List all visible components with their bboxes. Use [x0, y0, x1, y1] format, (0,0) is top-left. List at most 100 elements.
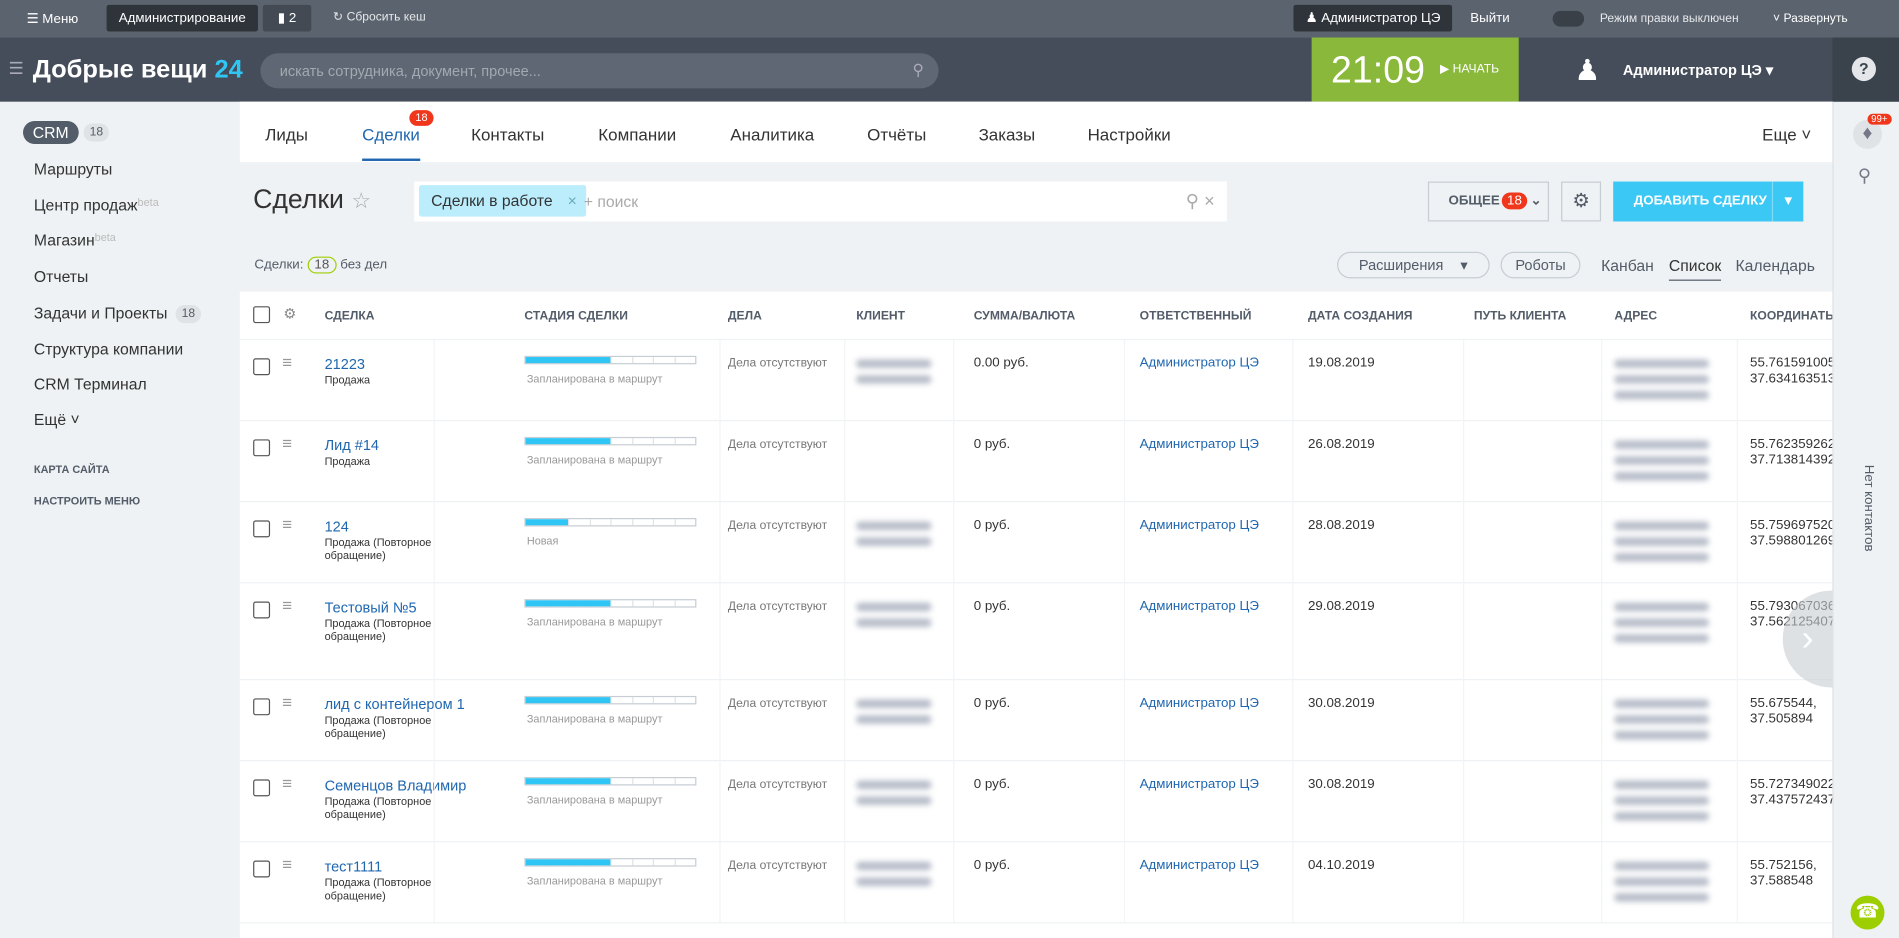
- row-menu[interactable]: ≡: [282, 854, 293, 874]
- column-header[interactable]: ОТВЕТСТВЕННЫЙ: [1139, 309, 1252, 324]
- user-button[interactable]: ♟ Администратор ЦЭ: [1293, 4, 1453, 32]
- notifications[interactable]: ▮ 2: [262, 4, 312, 32]
- responsible[interactable]: Администратор ЦЭ: [1139, 518, 1259, 533]
- help[interactable]: ?: [1851, 56, 1876, 82]
- view-tab[interactable]: Список: [1668, 257, 1722, 281]
- row-menu[interactable]: ≡: [282, 692, 293, 712]
- tab[interactable]: Сделки: [362, 125, 420, 161]
- configure-menu[interactable]: НАСТРОИТЬ МЕНЮ: [33, 495, 141, 508]
- general-button[interactable]: ОБЩЕЕ 18 ⌄: [1427, 181, 1549, 222]
- select-all[interactable]: [253, 306, 271, 324]
- stage-bar[interactable]: [524, 599, 697, 608]
- toggle[interactable]: [1552, 10, 1585, 27]
- start-button[interactable]: ▶ НАЧАТЬ: [1439, 62, 1500, 77]
- column-header[interactable]: АДРЕС: [1614, 309, 1658, 324]
- col-divider: [1601, 340, 1603, 422]
- row-menu[interactable]: ≡: [282, 514, 293, 534]
- row-checkbox[interactable]: [253, 601, 271, 619]
- responsible[interactable]: Администратор ЦЭ: [1139, 355, 1259, 371]
- responsible[interactable]: Администратор ЦЭ: [1139, 436, 1259, 452]
- column-header[interactable]: ПУТЬ КЛИЕНТА: [1473, 309, 1567, 324]
- stage-bar[interactable]: [524, 436, 697, 446]
- column-header[interactable]: СУММА/ВАЛЮТА: [973, 309, 1076, 324]
- filter-chip[interactable]: Сделки в работе ×: [419, 185, 587, 217]
- add-deal[interactable]: ДОБАВИТЬ СДЕЛКУ ▾: [1613, 181, 1804, 222]
- tab[interactable]: Компании: [598, 124, 677, 145]
- deal-link[interactable]: Тестовый №5: [324, 599, 417, 617]
- column-header[interactable]: ДАТА СОЗДАНИЯ: [1307, 309, 1413, 324]
- responsible[interactable]: Администратор ЦЭ: [1139, 858, 1259, 873]
- logout[interactable]: Выйти: [1470, 10, 1510, 26]
- stage-bar[interactable]: [524, 858, 697, 867]
- tab[interactable]: Лиды: [265, 124, 308, 145]
- tab[interactable]: Контакты: [471, 124, 545, 145]
- column-header[interactable]: КООРДИНАТЫ: [1750, 309, 1833, 324]
- admin-button[interactable]: Администрирование: [106, 4, 258, 32]
- remove[interactable]: ×: [567, 191, 577, 210]
- responsible[interactable]: Администратор ЦЭ: [1139, 695, 1259, 711]
- filter-box[interactable]: Сделки в работе × + поиск ⚲ ×: [414, 181, 1227, 222]
- row-checkbox[interactable]: [253, 860, 271, 878]
- menu-button[interactable]: ☰ Меню: [26, 12, 79, 27]
- cache-button[interactable]: ↻ Сбросить кеш: [333, 10, 426, 25]
- menu-item[interactable]: Маршруты: [33, 159, 113, 178]
- stage-bar[interactable]: [524, 777, 697, 786]
- responsible[interactable]: Администратор ЦЭ: [1139, 599, 1259, 614]
- menu-item[interactable]: CRM Терминал: [33, 375, 147, 394]
- tab[interactable]: Аналитика: [730, 124, 815, 145]
- menu-item[interactable]: CRM: [23, 121, 79, 145]
- menu-item[interactable]: Структура компании: [33, 340, 184, 359]
- menu-item[interactable]: Магазинbeta: [33, 231, 116, 250]
- menu-item[interactable]: Задачи и Проекты: [33, 303, 168, 322]
- dropdown[interactable]: ▾: [1771, 181, 1803, 222]
- menu-item[interactable]: Центр продажbeta: [33, 196, 159, 215]
- columns-settings[interactable]: ⚙: [283, 304, 297, 322]
- deal-link[interactable]: 21223: [324, 355, 365, 373]
- menu-item[interactable]: Ещё ˅: [33, 410, 80, 429]
- row-checkbox[interactable]: [253, 779, 271, 797]
- tab[interactable]: Настройки: [1087, 124, 1171, 145]
- robots[interactable]: Роботы: [1500, 251, 1581, 279]
- deal-link[interactable]: тест1111: [324, 858, 383, 876]
- logo[interactable]: Добрые вещи 24: [33, 56, 243, 85]
- column-header[interactable]: ДЕЛА: [727, 309, 762, 324]
- extensions[interactable]: Расширения ▾: [1337, 251, 1490, 279]
- stage-name: Запланирована в маршрут: [526, 616, 663, 629]
- stage-bar[interactable]: [524, 695, 697, 705]
- menu-item[interactable]: Отчеты: [33, 267, 89, 286]
- deal-link[interactable]: 124: [324, 518, 349, 535]
- col-divider: [1123, 340, 1126, 422]
- row-checkbox[interactable]: [253, 358, 271, 376]
- settings[interactable]: ⚙: [1561, 181, 1602, 222]
- row-menu[interactable]: ≡: [282, 595, 293, 615]
- stage-bar[interactable]: [524, 355, 697, 365]
- deal-link[interactable]: Лид #14: [324, 436, 379, 454]
- more-tab[interactable]: Еще ˅: [1762, 124, 1812, 145]
- responsible[interactable]: Администратор ЦЭ: [1139, 777, 1259, 792]
- search[interactable]: ⚲: [1857, 165, 1872, 187]
- column-header[interactable]: КЛИЕНТ: [856, 309, 906, 324]
- deal-link[interactable]: Семенцов Владимир: [324, 777, 467, 794]
- view-tab[interactable]: Календарь: [1735, 256, 1815, 275]
- header-user[interactable]: Администратор ЦЭ ▾: [1622, 61, 1774, 79]
- site-map[interactable]: КАРТА САЙТА: [33, 463, 110, 476]
- view-tab[interactable]: Канбан: [1601, 256, 1654, 275]
- tab[interactable]: Отчёты: [867, 124, 927, 145]
- search-box[interactable]: искать сотрудника, документ, прочее... ⚲: [260, 53, 939, 89]
- row-checkbox[interactable]: [253, 698, 271, 716]
- sidebar-toggle[interactable]: ☰: [8, 58, 24, 78]
- column-header[interactable]: СТАДИЯ СДЕЛКИ: [524, 309, 628, 324]
- row-menu[interactable]: ≡: [282, 352, 293, 372]
- tab[interactable]: Заказы: [978, 124, 1036, 145]
- row-menu[interactable]: ≡: [282, 773, 293, 793]
- star[interactable]: ☆: [351, 188, 371, 214]
- stage-bar[interactable]: [524, 518, 697, 527]
- call[interactable]: ☎: [1850, 895, 1885, 930]
- deal-link[interactable]: лид с контейнером 1: [324, 695, 465, 713]
- row-checkbox[interactable]: [253, 439, 271, 457]
- row-menu[interactable]: ≡: [282, 433, 293, 453]
- row-checkbox[interactable]: [253, 520, 271, 538]
- column-header[interactable]: СДЕЛКА: [324, 309, 375, 324]
- expand[interactable]: ˅ Развернуть: [1773, 12, 1848, 26]
- icons[interactable]: ⚲ ×: [1185, 191, 1215, 212]
